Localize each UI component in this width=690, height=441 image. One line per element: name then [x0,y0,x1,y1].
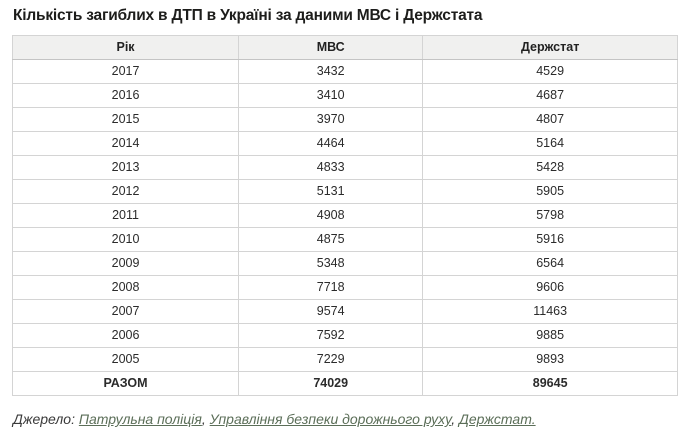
table-cell: 5798 [422,203,678,228]
table-cell: 2005 [11,347,240,372]
table-cell: 4464 [238,131,424,156]
table-cell: 2014 [11,131,240,156]
source-link[interactable]: Держстат. [459,411,536,427]
table-cell: 9885 [422,323,678,348]
table-cell: 7718 [238,275,424,300]
column-header-mvs: МВС [238,35,424,60]
source-line: Джерело: Патрульна поліція, Управління б… [13,411,678,427]
table-cell: 2013 [11,155,240,180]
table-row: 2014 4464 5164 [11,131,678,156]
table-cell: 5348 [238,251,424,276]
table-cell: 2016 [11,83,240,108]
table-cell: 4833 [238,155,424,180]
table-row: 2006 7592 9885 [11,323,678,348]
table-cell: 2008 [11,275,240,300]
table-cell: 5428 [422,155,678,180]
source-link[interactable]: Управління безпеки дорожнього руху [209,411,452,427]
table-row: 2013 4833 5428 [11,155,678,180]
table-cell: 9893 [422,347,678,372]
total-derzhstat-value: 89645 [422,371,678,396]
table-cell: 4908 [238,203,424,228]
table-cell: 5131 [238,179,424,204]
column-header-year: Рік [11,35,240,60]
table-row: 2015 3970 4807 [11,107,678,132]
table-row: 2010 4875 5916 [11,227,678,252]
table-cell: 4687 [422,83,678,108]
fatalities-table: Рік МВС Держстат 2017 3432 4529 2016 3410 468… [11,35,678,396]
table-row: 2017 3432 4529 [11,59,678,84]
table-cell: 5164 [422,131,678,156]
page-title: Кількість загиблих в ДТП в Україні за да… [13,7,483,24]
total-mvs-value: 74029 [238,371,424,396]
table-header-row: Рік МВС Держстат [11,35,678,60]
total-row: РАЗОМ 74029 89645 [11,371,678,396]
table-cell: 5916 [422,227,678,252]
table-cell: 7592 [238,323,424,348]
table-row: 2016 3410 4687 [11,83,678,108]
table-cell: 2009 [11,251,240,276]
table-cell: 2006 [11,323,240,348]
source-link[interactable]: Патрульна поліція [78,411,202,427]
table-cell: 2015 [11,107,240,132]
table-cell: 3970 [238,107,424,132]
table-row: 2011 4908 5798 [11,203,678,228]
source-links: Патрульна поліція, Управління безпеки до… [78,411,536,427]
table-cell: 2012 [11,179,240,204]
table-body: 2017 3432 4529 2016 3410 4687 2015 3970 4807 2014… [11,59,678,372]
table-row: 2008 7718 9606 [11,275,678,300]
table-cell: 4807 [422,107,678,132]
column-header-derzhstat: Держстат [422,35,678,60]
table-cell: 5905 [422,179,678,204]
table-cell: 7229 [238,347,424,372]
table-cell: 2010 [11,227,240,252]
table-cell: 4529 [422,59,678,84]
table-cell: 3410 [238,83,424,108]
table-row: 2005 7229 9893 [11,347,678,372]
table-cell: 9574 [238,299,424,324]
table-cell: 2011 [11,203,240,228]
table-row: 2012 5131 5905 [11,179,678,204]
table-cell: 11463 [422,299,678,324]
table-row: 2009 5348 6564 [11,251,678,276]
source-label: Джерело: [13,411,75,427]
table-cell: 4875 [238,227,424,252]
table-cell: 2017 [11,59,240,84]
table-cell: 3432 [238,59,424,84]
total-label: РАЗОМ [11,371,240,396]
table-row: 2007 9574 11463 [11,299,678,324]
table-cell: 6564 [422,251,678,276]
table-cell: 2007 [11,299,240,324]
table-cell: 9606 [422,275,678,300]
